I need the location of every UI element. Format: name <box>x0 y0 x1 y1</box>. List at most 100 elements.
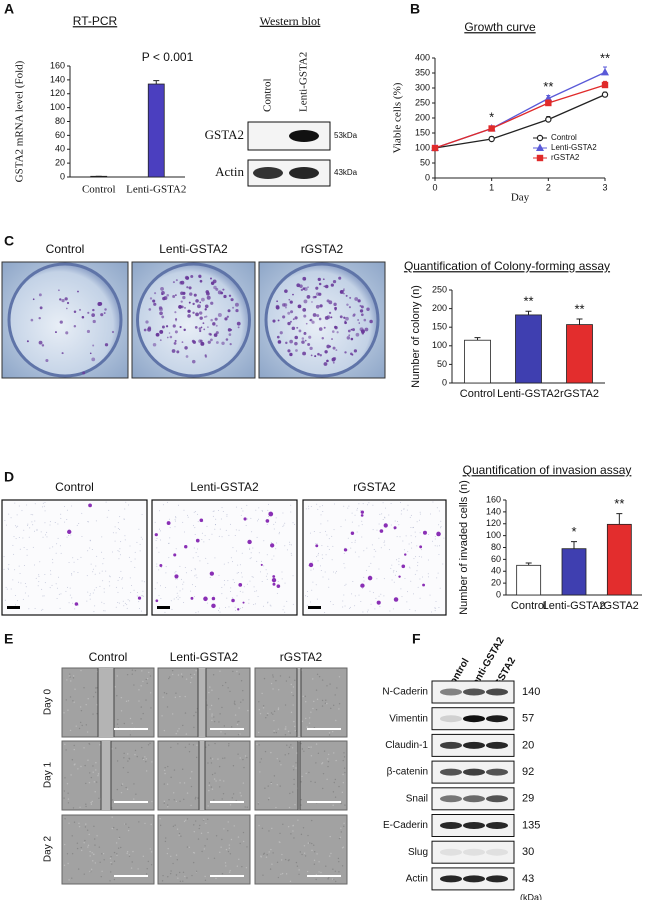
cell <box>137 596 142 600</box>
pore <box>225 529 227 531</box>
pore <box>257 595 259 597</box>
noise <box>303 852 306 854</box>
noise <box>171 673 174 676</box>
pore <box>308 508 310 510</box>
colony <box>289 352 293 357</box>
pore <box>119 554 121 556</box>
noise <box>213 720 216 723</box>
colony <box>187 314 191 318</box>
noise <box>98 846 101 848</box>
noise <box>213 799 215 801</box>
noise <box>242 699 244 701</box>
colony <box>319 304 323 308</box>
colony <box>358 322 361 324</box>
noise <box>70 774 72 776</box>
colony <box>287 321 291 326</box>
pore <box>246 583 248 585</box>
noise <box>117 847 120 849</box>
pore <box>57 537 59 539</box>
noise <box>92 771 94 773</box>
pore <box>417 565 419 567</box>
noise <box>264 787 266 789</box>
colony <box>355 332 360 337</box>
pore <box>234 535 236 537</box>
row-label: Day 1 <box>43 762 54 789</box>
pore <box>182 583 184 585</box>
pore <box>260 560 262 562</box>
noise <box>168 677 170 680</box>
noise <box>131 722 133 724</box>
noise <box>344 771 346 774</box>
noise <box>279 760 281 762</box>
cell <box>174 574 179 579</box>
colony <box>178 304 182 309</box>
colony <box>281 303 286 307</box>
noise <box>94 862 97 864</box>
noise <box>162 874 164 877</box>
noise <box>120 696 123 699</box>
pore <box>49 521 51 523</box>
cell <box>270 543 275 548</box>
noise <box>144 756 146 758</box>
cell <box>260 563 263 566</box>
pore <box>214 557 216 559</box>
pore <box>14 525 16 527</box>
noise <box>171 669 174 672</box>
series-line <box>434 94 606 149</box>
pore <box>18 565 20 567</box>
colony <box>272 319 276 323</box>
noise <box>340 802 342 805</box>
colony <box>189 292 193 296</box>
pore <box>46 531 48 533</box>
pore <box>431 540 433 542</box>
pore <box>344 567 346 569</box>
y-tick-label: 200 <box>415 112 430 122</box>
pore <box>342 600 344 602</box>
noise <box>182 871 185 873</box>
pore <box>259 571 261 573</box>
pore <box>232 561 234 563</box>
noise <box>318 871 320 873</box>
pore <box>400 513 402 515</box>
pore <box>71 574 73 576</box>
pore <box>414 573 416 575</box>
pore <box>89 598 91 600</box>
noise <box>285 680 288 682</box>
pore <box>431 611 433 613</box>
cell <box>243 517 247 521</box>
noise <box>261 692 263 695</box>
noise <box>141 670 143 672</box>
pore <box>209 576 211 578</box>
noise <box>150 851 153 853</box>
pore <box>253 586 255 588</box>
colony <box>45 358 49 363</box>
noise <box>273 731 275 734</box>
pore <box>313 530 315 532</box>
noise <box>116 675 118 677</box>
pore <box>42 595 44 597</box>
noise <box>282 823 284 826</box>
noise <box>256 743 258 745</box>
colony <box>338 276 342 280</box>
noise <box>150 864 153 866</box>
pore <box>255 509 257 511</box>
row-label: Day 0 <box>43 689 54 716</box>
pore <box>398 524 400 526</box>
noise <box>208 782 211 784</box>
pore <box>93 611 95 613</box>
pore <box>406 509 408 511</box>
noise <box>229 690 231 693</box>
pore <box>89 594 91 596</box>
colony <box>307 286 309 288</box>
noise <box>177 743 179 745</box>
noise <box>310 780 312 783</box>
noise <box>292 765 294 767</box>
noise <box>118 836 121 839</box>
pore <box>369 590 371 592</box>
noise <box>229 804 232 806</box>
pore <box>87 591 89 593</box>
noise <box>85 803 87 805</box>
noise <box>189 673 192 676</box>
noise <box>241 865 243 868</box>
cell <box>422 583 425 587</box>
